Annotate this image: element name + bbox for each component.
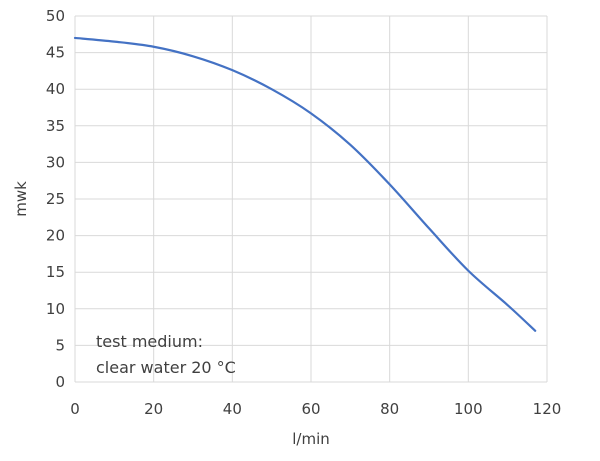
y-tick-label: 50 (46, 7, 65, 25)
x-tick-label: 60 (301, 400, 320, 418)
x-tick-label: 40 (223, 400, 242, 418)
y-tick-label: 40 (46, 80, 65, 98)
y-tick-label: 35 (46, 117, 65, 135)
y-tick-labels: 0 5 10 15 20 25 30 35 40 45 50 (46, 7, 65, 391)
x-tick-label: 100 (454, 400, 483, 418)
y-tick-label: 20 (46, 227, 65, 245)
series-line (73, 36, 537, 332)
y-tick-label: 25 (46, 190, 65, 208)
y-tick-label: 45 (46, 44, 65, 62)
annotation-test-medium: test medium: (96, 332, 203, 351)
x-tick-label: 80 (380, 400, 399, 418)
x-tick-labels: 0 20 40 60 80 100 120 (70, 400, 561, 418)
x-tick-label: 20 (144, 400, 163, 418)
series-lines (73, 36, 537, 332)
annotation-clear-water: clear water 20 °C (96, 358, 236, 377)
y-tick-label: 30 (46, 153, 65, 171)
y-axis-title: mwk (12, 181, 30, 217)
y-tick-label: 10 (46, 300, 65, 318)
x-axis-title: l/min (292, 430, 330, 448)
y-tick-label: 5 (55, 336, 65, 354)
y-tick-label: 0 (55, 373, 65, 391)
x-tick-label: 0 (70, 400, 80, 418)
gridlines (74, 15, 548, 383)
x-tick-label: 120 (533, 400, 562, 418)
y-tick-label: 15 (46, 263, 65, 281)
